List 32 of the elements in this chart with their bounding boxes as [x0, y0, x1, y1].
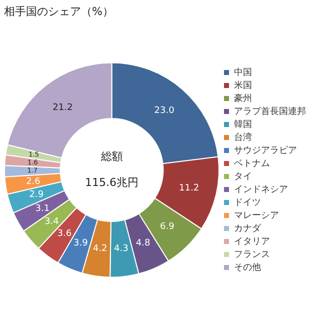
legend-label: マレーシア	[234, 210, 279, 221]
legend-label: タイ	[234, 172, 252, 182]
legend-label: ドイツ	[234, 198, 261, 208]
text: 総額	[100, 150, 123, 163]
data-label: 3.4	[44, 217, 60, 228]
data-label: 21.2	[52, 102, 73, 113]
legend-label: 米国	[234, 80, 252, 91]
data-label: 2.9	[29, 190, 44, 200]
data-label: 4.2	[92, 244, 108, 254]
legend-label: その他	[234, 262, 261, 273]
data-label: 3.6	[57, 229, 72, 240]
legend-label: 中国	[234, 66, 252, 78]
data-label: 4.3	[114, 244, 128, 254]
legend-label: 豪州	[234, 92, 252, 104]
text: 115.6兆円	[85, 176, 138, 189]
legend-label: 台湾	[234, 132, 252, 143]
legend-label: イタリア	[234, 236, 270, 247]
legend-label: フランス	[234, 250, 270, 260]
data-label: 2.6	[26, 176, 41, 187]
chart-title: 相手国のシェア（%）	[3, 4, 114, 20]
legend-label: ベトナム	[234, 158, 270, 169]
data-label: 6.9	[160, 222, 175, 232]
data-label: 3.9	[73, 238, 88, 248]
legend-label: インドネシア	[234, 184, 288, 195]
legend-label: サウジアラビア	[234, 144, 297, 156]
legend-label: アラブ首長国連邦	[234, 106, 306, 117]
data-label: 4.8	[136, 238, 150, 248]
data-label: 11.2	[179, 183, 200, 194]
data-label: 23.0	[154, 106, 175, 116]
legend-label: 韓国	[234, 118, 252, 130]
data-label: 3.1	[35, 204, 50, 214]
legend-label: カナダ	[234, 222, 262, 234]
